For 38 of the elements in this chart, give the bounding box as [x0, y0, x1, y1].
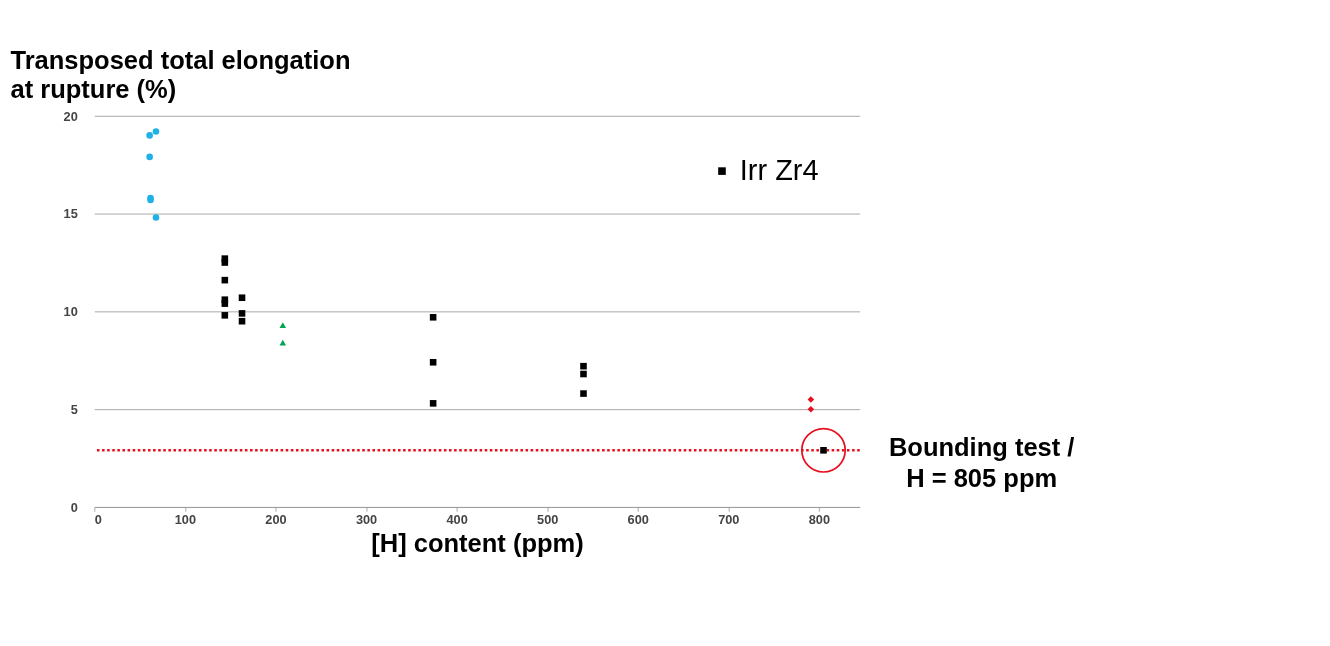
point	[807, 405, 815, 413]
point	[238, 310, 246, 317]
x-tick-label: 100	[174, 511, 197, 527]
y-tick-label: 20	[63, 108, 78, 124]
y-tick-label: 10	[63, 304, 78, 320]
x-tick-label: 500	[537, 511, 559, 527]
y-tick-label: 5	[70, 401, 78, 417]
point	[580, 370, 587, 378]
point	[580, 362, 587, 370]
y-tick-label: 0	[70, 499, 78, 515]
point	[238, 294, 246, 302]
point	[221, 300, 229, 307]
x-tick-label: 200	[265, 511, 287, 527]
point	[279, 322, 287, 328]
point	[221, 259, 229, 266]
point	[429, 400, 437, 407]
point	[429, 314, 437, 321]
point	[221, 312, 229, 319]
y-tick-label: 15	[63, 206, 78, 222]
x-axis-title: [H] content (ppm)	[371, 528, 584, 557]
legend-label: Irr Zr4	[739, 153, 819, 186]
point	[807, 396, 815, 403]
point	[152, 128, 160, 135]
point	[429, 358, 437, 366]
y-axis-title: Transposed total elongation at rupture (%)	[10, 46, 351, 103]
x-tick-label: 300	[355, 511, 378, 527]
x-tick-label: 0	[94, 511, 102, 527]
point	[238, 317, 246, 325]
annotation: Bounding test / H = 805 ppm	[888, 433, 1075, 492]
point	[580, 390, 587, 397]
point	[146, 132, 153, 139]
x-tick-label: 400	[446, 511, 468, 527]
point	[146, 153, 153, 161]
x-tick-label: 800	[808, 511, 831, 527]
point	[152, 214, 160, 221]
point	[279, 339, 287, 346]
x-tick-label: 600	[627, 511, 649, 527]
x-tick-label: 700	[718, 511, 740, 527]
